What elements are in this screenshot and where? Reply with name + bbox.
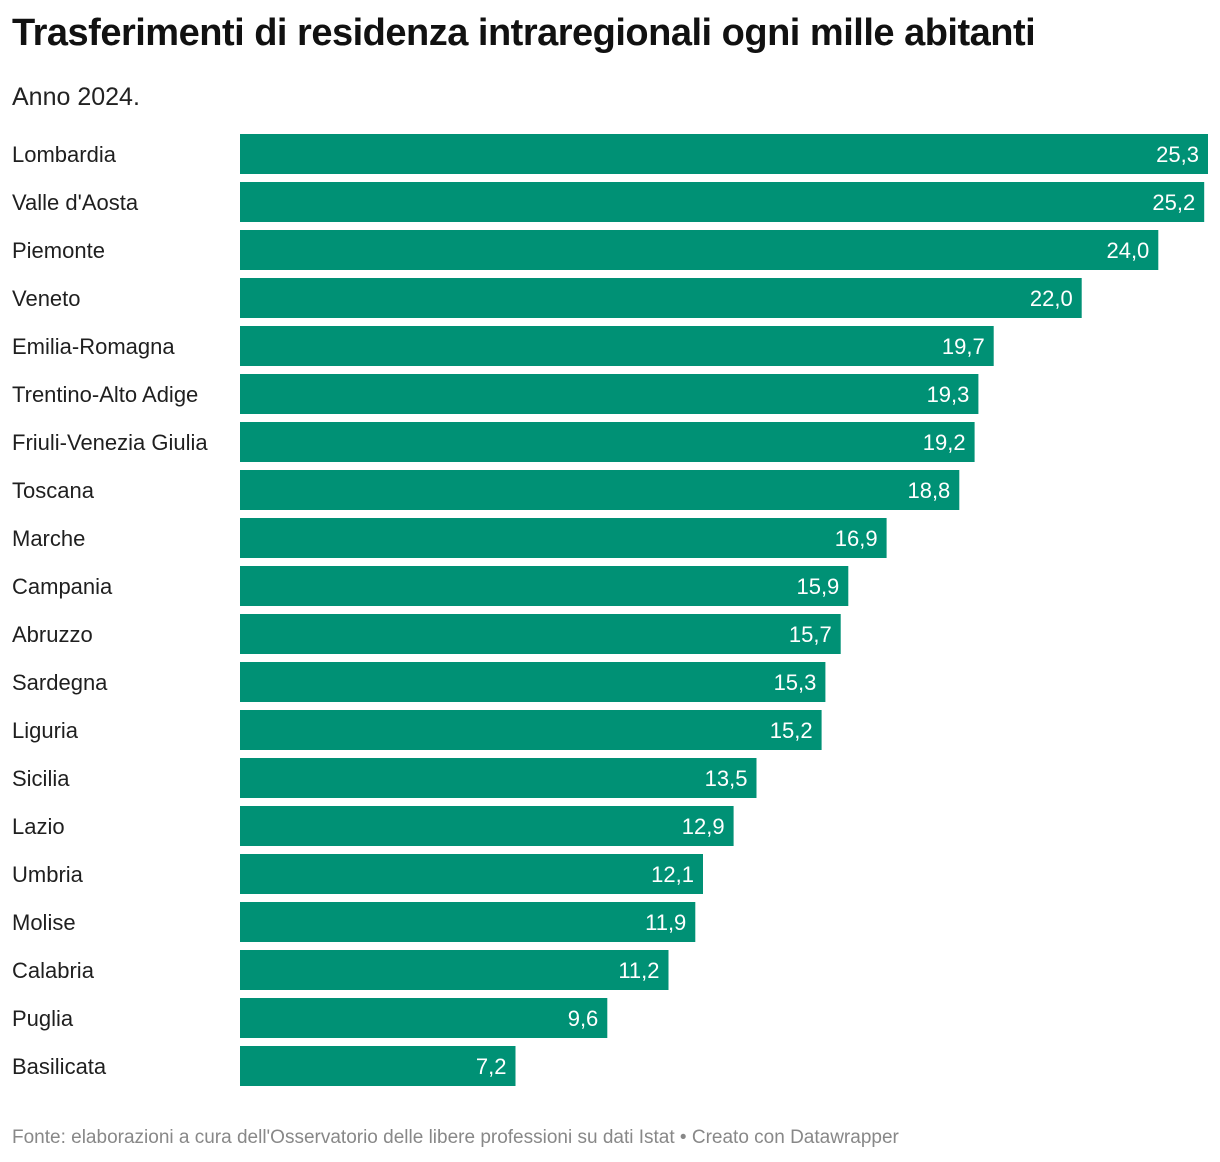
value-label: 11,9 [645,910,686,935]
category-label: Valle d'Aosta [12,190,139,215]
category-label: Lazio [12,814,65,839]
bar [240,422,975,462]
category-label: Liguria [12,718,79,743]
bar [240,518,887,558]
category-label: Basilicata [12,1054,107,1079]
category-label: Molise [12,910,76,935]
category-label: Marche [12,526,85,551]
value-label: 16,9 [835,526,878,551]
value-label: 25,3 [1156,142,1199,167]
category-label: Friuli-Venezia Giulia [12,430,208,455]
value-label: 19,2 [923,430,966,455]
bar [240,950,669,990]
value-label: 7,2 [476,1054,507,1079]
bar [240,134,1208,174]
category-label: Umbria [12,862,84,887]
category-label: Puglia [12,1006,74,1031]
value-label: 25,2 [1152,190,1195,215]
bar [240,566,849,606]
value-label: 15,2 [770,718,813,743]
bar [240,710,822,750]
bar [240,182,1205,222]
value-label: 19,7 [942,334,985,359]
category-label: Veneto [12,286,81,311]
bar [240,278,1082,318]
value-label: 15,3 [774,670,817,695]
bar [240,998,608,1038]
category-label: Toscana [12,478,95,503]
category-label: Piemonte [12,238,105,263]
category-label: Campania [12,574,113,599]
bar [240,902,696,942]
category-label: Emilia-Romagna [12,334,175,359]
bar [240,1046,516,1086]
bar [240,758,757,798]
value-label: 19,3 [927,382,970,407]
value-label: 12,1 [651,862,694,887]
category-label: Trentino-Alto Adige [12,382,198,407]
value-label: 11,2 [618,958,659,983]
value-label: 22,0 [1030,286,1073,311]
bar [240,806,734,846]
bar [240,374,979,414]
bar [240,662,826,702]
category-label: Sardegna [12,670,108,695]
category-label: Sicilia [12,766,70,791]
value-label: 12,9 [682,814,725,839]
value-label: 18,8 [907,478,950,503]
category-label: Abruzzo [12,622,93,647]
value-label: 24,0 [1106,238,1149,263]
bar [240,326,994,366]
value-label: 9,6 [568,1006,599,1031]
value-label: 13,5 [705,766,748,791]
bar [240,614,841,654]
value-label: 15,7 [789,622,832,647]
chart-title: Trasferimenti di residenza intraregional… [12,12,1036,54]
bar [240,230,1159,270]
chart-subtitle: Anno 2024. [12,83,140,111]
source-note: Fonte: elaborazioni a cura dell'Osservat… [12,1127,899,1148]
category-label: Calabria [12,958,95,983]
bar [240,470,960,510]
category-label: Lombardia [12,142,117,167]
value-label: 15,9 [796,574,839,599]
bar [240,854,703,894]
